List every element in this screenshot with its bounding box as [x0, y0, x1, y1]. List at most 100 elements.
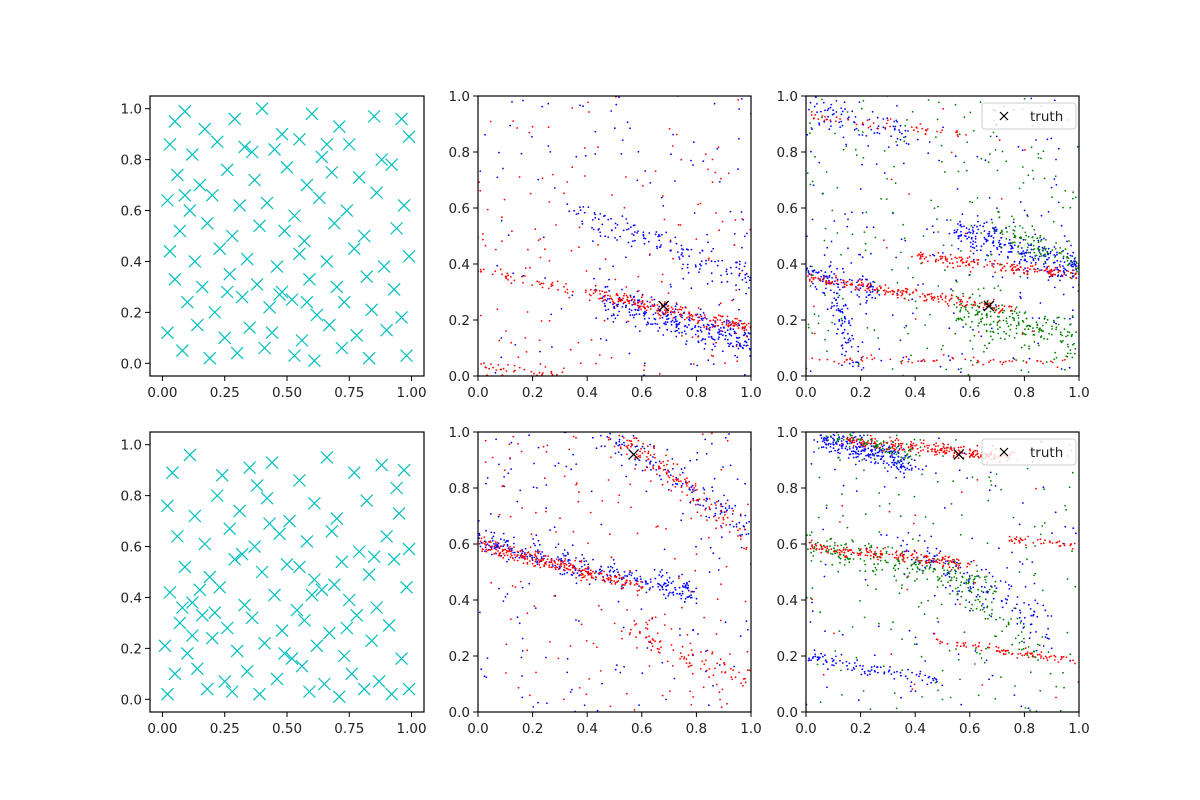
data-point [1021, 227, 1024, 229]
data-point [530, 370, 533, 373]
data-point [503, 469, 506, 472]
data-point [891, 461, 893, 464]
data-point [741, 533, 743, 536]
data-point [851, 110, 854, 113]
data-point [702, 312, 705, 314]
data-point [1020, 620, 1023, 622]
data-point [947, 355, 950, 357]
data-point [1053, 269, 1056, 271]
data-point [991, 674, 994, 677]
data-point [688, 318, 690, 321]
data-point [960, 225, 963, 228]
data-point [554, 568, 557, 571]
data-point [485, 548, 488, 551]
data-point [996, 207, 998, 210]
data-point [971, 226, 974, 229]
data-point [844, 108, 846, 111]
data-point [208, 606, 222, 620]
data-point [510, 441, 513, 444]
data-point [955, 306, 958, 309]
data-point [483, 362, 485, 365]
data-point [678, 308, 681, 311]
data-point [726, 338, 729, 341]
data-point [855, 154, 858, 157]
data-point [717, 338, 720, 340]
data-point [903, 136, 905, 139]
data-point [510, 618, 512, 621]
data-point [628, 633, 631, 636]
data-point [1037, 152, 1040, 155]
data-point [588, 293, 591, 296]
data-point [1014, 308, 1017, 310]
data-point [352, 171, 366, 184]
data-point [923, 257, 926, 260]
data-point [517, 442, 519, 445]
data-point [992, 240, 995, 243]
data-point [663, 548, 666, 551]
data-point [928, 552, 931, 555]
data-point [919, 255, 922, 258]
data-point [921, 127, 924, 130]
data-point [1056, 251, 1058, 254]
data-point [484, 546, 487, 549]
data-point [1005, 238, 1008, 240]
data-point [522, 550, 524, 553]
data-point [715, 504, 717, 506]
data-point [831, 563, 834, 566]
data-point [544, 366, 547, 368]
legend: truth [981, 102, 1077, 130]
data-point [995, 230, 998, 232]
data-point [484, 439, 487, 442]
data-point [902, 356, 905, 359]
data-point [851, 669, 853, 672]
data-point [606, 577, 608, 580]
data-point [1075, 277, 1078, 280]
data-point [1040, 269, 1043, 271]
data-point [1039, 327, 1041, 330]
data-point [753, 678, 755, 680]
data-point [844, 317, 847, 320]
data-point [577, 341, 580, 344]
data-point [882, 118, 885, 120]
data-point [1072, 527, 1075, 530]
data-point [985, 591, 988, 593]
data-point [874, 461, 877, 463]
data-point [914, 300, 917, 303]
data-point [854, 463, 857, 466]
data-point [1046, 338, 1049, 341]
data-point [972, 232, 974, 235]
data-point [976, 262, 979, 264]
data-point [733, 330, 736, 333]
data-point [180, 647, 194, 660]
data-point [807, 323, 810, 326]
data-point [993, 228, 996, 231]
data-point [402, 130, 416, 144]
data-point [991, 262, 993, 265]
data-point [821, 98, 823, 101]
data-point [385, 687, 399, 701]
data-point [658, 327, 661, 329]
data-point [554, 566, 557, 569]
data-point [235, 290, 249, 304]
data-point [823, 120, 826, 123]
data-point [973, 224, 976, 227]
data-point [706, 649, 709, 652]
data-point [352, 545, 366, 559]
data-point [710, 250, 713, 253]
data-point [740, 538, 742, 540]
data-point [563, 192, 565, 195]
data-point [936, 218, 938, 221]
data-point [615, 294, 618, 296]
data-point [966, 310, 969, 313]
data-point [690, 594, 692, 596]
data-point [734, 354, 736, 357]
data-point [1047, 210, 1050, 213]
data-point [635, 463, 637, 466]
data-point [621, 215, 624, 218]
data-point [871, 290, 874, 293]
data-point [965, 579, 968, 581]
data-point [1036, 615, 1039, 618]
data-point [685, 662, 688, 664]
data-point [563, 562, 565, 565]
data-point [485, 676, 488, 679]
